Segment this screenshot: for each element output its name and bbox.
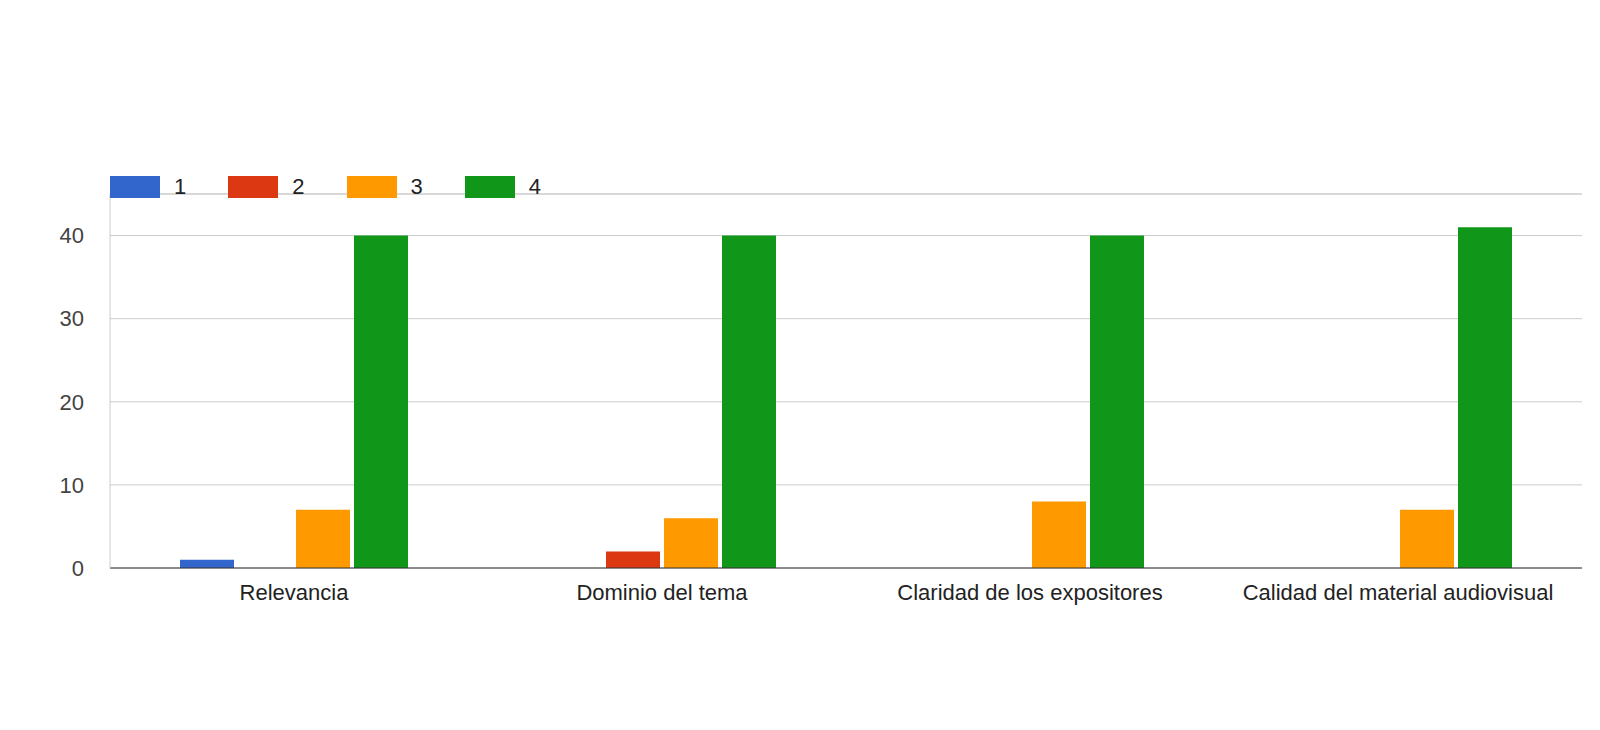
svg-text:Relevancia: Relevancia: [240, 580, 350, 605]
html-text:3: 3: [410, 174, 423, 199]
svg-text:40: 40: [60, 223, 84, 248]
html-text:2: 2: [292, 174, 305, 199]
svg-text:0: 0: [72, 556, 84, 581]
html-text:1: 1: [174, 174, 187, 199]
svg-text:Claridad de los expositores: Claridad de los expositores: [897, 580, 1162, 605]
svg-text:Dominio del tema: Dominio del tema: [576, 580, 748, 605]
svg-text:10: 10: [60, 473, 84, 498]
html-text:4: 4: [528, 174, 541, 199]
svg-text:Calidad del material audiovisu: Calidad del material audiovisual: [1243, 580, 1554, 605]
svg-text:20: 20: [60, 390, 84, 415]
svg-text:30: 30: [60, 306, 84, 331]
